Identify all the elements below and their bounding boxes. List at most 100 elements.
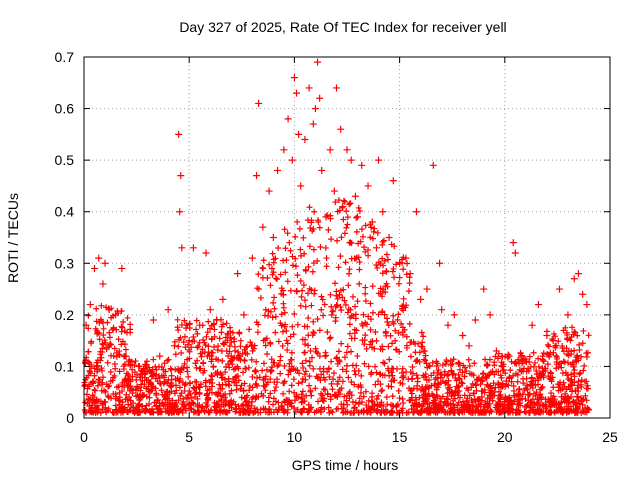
- density-marker: [161, 360, 168, 367]
- density-marker: [297, 246, 304, 253]
- density-marker: [283, 396, 290, 403]
- density-marker: [389, 393, 396, 400]
- density-marker: [305, 315, 312, 322]
- density-marker: [393, 261, 400, 268]
- density-marker: [520, 380, 527, 387]
- density-marker: [398, 305, 405, 312]
- density-marker: [369, 338, 376, 345]
- density-marker: [120, 366, 127, 373]
- density-marker: [308, 217, 315, 224]
- density-marker: [433, 392, 440, 399]
- density-marker: [296, 370, 303, 377]
- density-marker: [125, 381, 132, 388]
- density-marker: [463, 368, 470, 375]
- density-marker: [547, 369, 554, 376]
- density-marker: [459, 380, 466, 387]
- density-marker: [260, 257, 267, 264]
- density-marker: [262, 342, 269, 349]
- density-marker: [475, 374, 482, 381]
- data-point: [480, 285, 488, 293]
- density-marker: [334, 302, 341, 309]
- density-marker: [354, 353, 361, 360]
- density-marker: [388, 383, 395, 390]
- data-point: [293, 89, 301, 97]
- density-marker: [416, 358, 423, 365]
- data-point: [234, 270, 242, 278]
- density-marker: [320, 386, 327, 393]
- density-marker: [146, 379, 153, 386]
- density-marker: [517, 402, 524, 409]
- density-marker: [551, 402, 558, 409]
- density-marker: [341, 230, 348, 237]
- density-marker: [91, 394, 98, 401]
- density-marker: [309, 354, 315, 361]
- density-marker: [458, 379, 465, 386]
- density-marker: [508, 400, 515, 407]
- density-marker: [208, 358, 215, 365]
- density-marker: [310, 260, 317, 267]
- density-marker: [379, 293, 386, 300]
- density-marker: [341, 393, 348, 400]
- density-marker: [281, 363, 288, 370]
- density-marker: [444, 390, 451, 397]
- density-marker: [148, 373, 155, 380]
- density-marker: [584, 349, 591, 356]
- data-point: [274, 166, 282, 174]
- density-marker: [326, 373, 333, 380]
- density-marker: [389, 268, 396, 275]
- density-marker: [488, 387, 495, 394]
- density-marker: [434, 375, 441, 382]
- density-marker: [310, 318, 317, 325]
- density-marker: [147, 380, 154, 387]
- density-marker: [305, 342, 312, 349]
- data-point: [240, 311, 248, 319]
- density-marker: [499, 401, 506, 408]
- density-marker: [318, 306, 325, 313]
- density-marker: [164, 380, 171, 387]
- density-marker: [141, 381, 148, 388]
- density-marker: [288, 363, 295, 370]
- density-marker: [285, 371, 292, 378]
- density-marker: [311, 290, 318, 297]
- density-marker: [275, 245, 282, 252]
- density-marker: [525, 397, 532, 404]
- density-marker: [297, 278, 304, 285]
- density-marker: [278, 290, 285, 297]
- density-marker: [495, 409, 502, 416]
- density-marker: [406, 280, 413, 287]
- density-marker: [463, 397, 470, 404]
- density-marker: [367, 221, 374, 228]
- data-point: [471, 316, 479, 324]
- density-marker: [357, 238, 364, 245]
- density-marker: [232, 347, 239, 354]
- density-marker: [331, 280, 338, 287]
- density-marker: [254, 406, 261, 413]
- density-marker: [87, 408, 94, 415]
- density-marker: [160, 372, 167, 379]
- density-marker: [332, 199, 339, 206]
- chart-title: Day 327 of 2025, Rate Of TEC Index for r…: [179, 19, 506, 35]
- density-marker: [439, 362, 446, 369]
- density-marker: [262, 373, 269, 380]
- density-marker: [418, 329, 425, 336]
- density-marker: [309, 268, 316, 275]
- density-marker: [396, 348, 403, 355]
- density-marker: [527, 382, 534, 389]
- density-marker: [390, 377, 397, 384]
- density-marker: [291, 310, 298, 317]
- density-marker: [249, 398, 256, 405]
- density-marker: [301, 297, 308, 304]
- density-marker: [581, 378, 588, 385]
- density-marker: [486, 356, 493, 363]
- density-marker: [434, 393, 441, 400]
- density-marker: [175, 343, 182, 350]
- density-marker: [143, 385, 150, 392]
- data-point: [583, 301, 591, 309]
- density-marker: [110, 390, 117, 397]
- density-marker: [193, 384, 200, 391]
- density-marker: [353, 214, 360, 221]
- density-marker: [213, 409, 220, 416]
- density-marker: [324, 212, 331, 219]
- density-marker: [358, 226, 365, 233]
- density-marker: [176, 336, 183, 343]
